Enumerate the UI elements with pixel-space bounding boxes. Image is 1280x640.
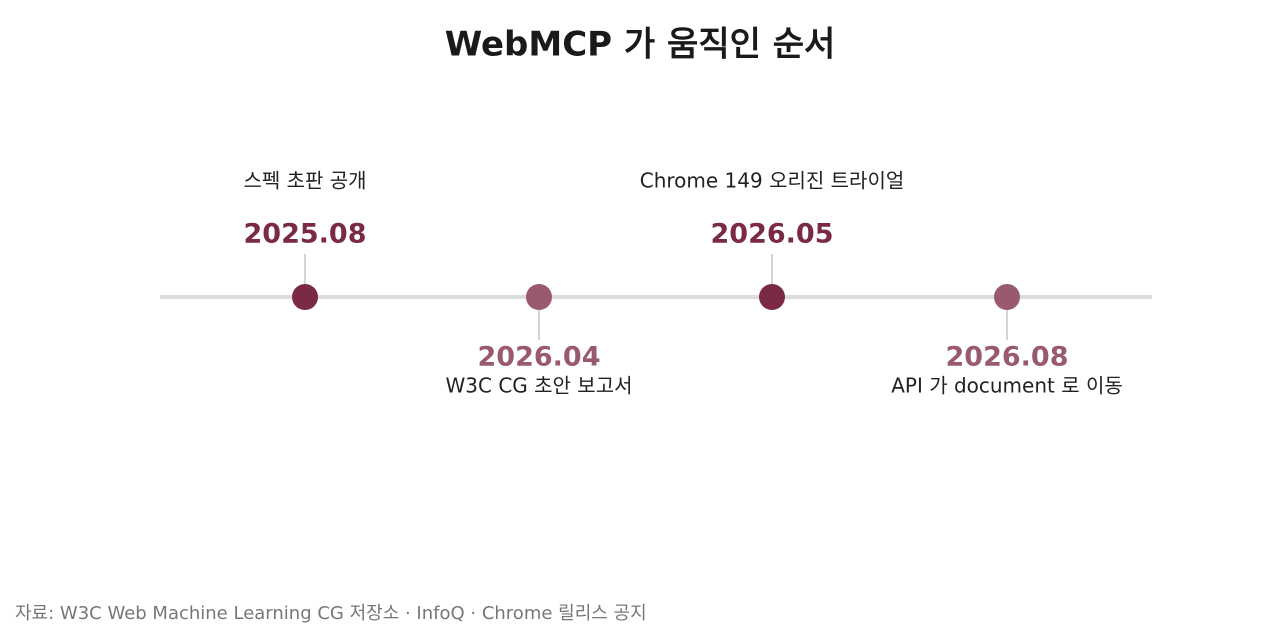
event-label: 스펙 초판 공개 [243, 169, 366, 193]
event-dot [759, 284, 785, 310]
event-label: W3C CG 초안 보고서 [446, 374, 633, 398]
event: Chrome 149 오리진 트라이얼 2026.05 [640, 169, 905, 310]
event-date: 2026.04 [478, 342, 601, 373]
event-date: 2026.08 [946, 342, 1069, 373]
event-date: 2026.05 [711, 219, 834, 250]
event-date: 2025.08 [244, 219, 367, 250]
event-dot [526, 284, 552, 310]
event-label: API 가 document 로 이동 [891, 374, 1123, 398]
event-dot [994, 284, 1020, 310]
event-dot [292, 284, 318, 310]
source: 자료: W3C Web Machine Learning CG 저장소 · In… [15, 603, 647, 624]
event-label: Chrome 149 오리진 트라이얼 [640, 169, 905, 193]
title: WebMCP 가 움직인 순서 [445, 25, 836, 65]
event: 스펙 초판 공개 2025.08 [243, 169, 367, 310]
